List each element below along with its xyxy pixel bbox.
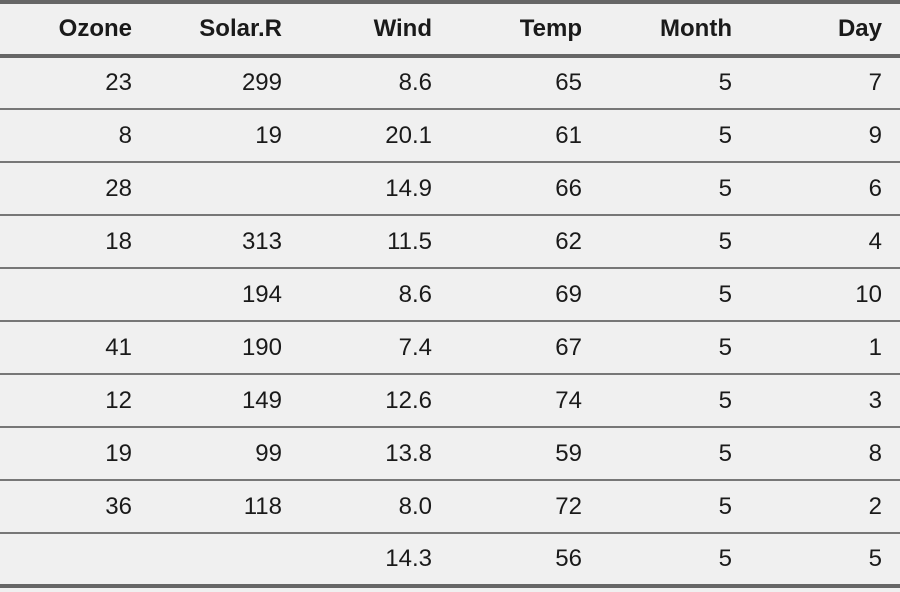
- table-cell-day: 4: [750, 215, 900, 269]
- table-row: 14.3 56 5 5: [0, 533, 900, 588]
- table-cell-solar-r: 313: [150, 215, 300, 269]
- table-cell-temp: 67: [450, 321, 600, 375]
- table-cell-solar-r: 19: [150, 109, 300, 163]
- table-row: 8 19 20.1 61 5 9: [0, 109, 900, 163]
- table-row: 36 118 8.0 72 5 2: [0, 480, 900, 534]
- table-row: 194 8.6 69 5 10: [0, 268, 900, 322]
- table-cell-day: 9: [750, 109, 900, 163]
- column-header-day: Day: [750, 0, 900, 58]
- table-cell-month: 5: [600, 268, 750, 322]
- table-cell-temp: 62: [450, 215, 600, 269]
- table-cell-ozone: 36: [0, 480, 150, 534]
- table-cell-solar-r: [150, 162, 300, 216]
- table-cell-solar-r: 299: [150, 56, 300, 110]
- table-cell-month: 5: [600, 374, 750, 428]
- table-cell-solar-r: 118: [150, 480, 300, 534]
- table-body: 23 299 8.6 65 5 7 8 19 20.1 61 5 9 28 14.9 66 5 6 18 313 11…: [0, 56, 900, 588]
- table-header-row: Ozone Solar.R Wind Temp Month Day: [0, 0, 900, 58]
- table-cell-month: 5: [600, 427, 750, 481]
- table-cell-temp: 59: [450, 427, 600, 481]
- table-row: 28 14.9 66 5 6: [0, 162, 900, 216]
- table-cell-day: 3: [750, 374, 900, 428]
- table-cell-ozone: 28: [0, 162, 150, 216]
- table-cell-wind: 20.1: [300, 109, 450, 163]
- table-cell-ozone: 19: [0, 427, 150, 481]
- table-cell-solar-r: 149: [150, 374, 300, 428]
- table-cell-month: 5: [600, 109, 750, 163]
- table-cell-day: 10: [750, 268, 900, 322]
- table-cell-temp: 61: [450, 109, 600, 163]
- table-row: 19 99 13.8 59 5 8: [0, 427, 900, 481]
- table-cell-temp: 69: [450, 268, 600, 322]
- table-cell-month: 5: [600, 162, 750, 216]
- table-cell-wind: 8.6: [300, 56, 450, 110]
- table-cell-ozone: 8: [0, 109, 150, 163]
- table-cell-wind: 8.6: [300, 268, 450, 322]
- table-cell-day: 1: [750, 321, 900, 375]
- table-cell-day: 8: [750, 427, 900, 481]
- table-cell-month: 5: [600, 321, 750, 375]
- table-cell-month: 5: [600, 533, 750, 588]
- table-cell-day: 5: [750, 533, 900, 588]
- column-header-ozone: Ozone: [0, 0, 150, 58]
- table-row: 23 299 8.6 65 5 7: [0, 56, 900, 110]
- table-cell-temp: 66: [450, 162, 600, 216]
- table-cell-month: 5: [600, 480, 750, 534]
- table-cell-ozone: [0, 533, 150, 588]
- table-cell-wind: 14.3: [300, 533, 450, 588]
- table-cell-ozone: 18: [0, 215, 150, 269]
- table-row: 12 149 12.6 74 5 3: [0, 374, 900, 428]
- table-cell-wind: 14.9: [300, 162, 450, 216]
- table-cell-day: 2: [750, 480, 900, 534]
- table-cell-ozone: 41: [0, 321, 150, 375]
- table-cell-ozone: [0, 268, 150, 322]
- column-header-temp: Temp: [450, 0, 600, 58]
- column-header-wind: Wind: [300, 0, 450, 58]
- table-cell-day: 7: [750, 56, 900, 110]
- column-header-month: Month: [600, 0, 750, 58]
- table-cell-temp: 72: [450, 480, 600, 534]
- table-cell-ozone: 12: [0, 374, 150, 428]
- table-cell-temp: 65: [450, 56, 600, 110]
- column-header-solar-r: Solar.R: [150, 0, 300, 58]
- table-cell-solar-r: 194: [150, 268, 300, 322]
- table-cell-solar-r: 190: [150, 321, 300, 375]
- table-cell-solar-r: 99: [150, 427, 300, 481]
- table-row: 18 313 11.5 62 5 4: [0, 215, 900, 269]
- table-cell-wind: 11.5: [300, 215, 450, 269]
- table-cell-wind: 12.6: [300, 374, 450, 428]
- table-cell-ozone: 23: [0, 56, 150, 110]
- table-cell-wind: 13.8: [300, 427, 450, 481]
- table-cell-day: 6: [750, 162, 900, 216]
- table-cell-month: 5: [600, 215, 750, 269]
- table-cell-solar-r: [150, 533, 300, 588]
- table-cell-month: 5: [600, 56, 750, 110]
- table-cell-wind: 8.0: [300, 480, 450, 534]
- table-cell-temp: 56: [450, 533, 600, 588]
- table-row: 41 190 7.4 67 5 1: [0, 321, 900, 375]
- table-cell-wind: 7.4: [300, 321, 450, 375]
- table-cell-temp: 74: [450, 374, 600, 428]
